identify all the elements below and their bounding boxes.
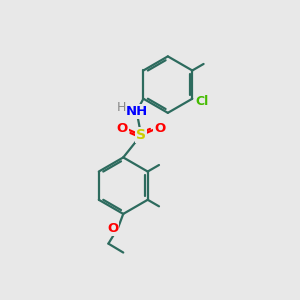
Text: O: O <box>154 122 166 135</box>
Text: NH: NH <box>125 105 148 118</box>
Text: Cl: Cl <box>196 94 209 108</box>
Text: S: S <box>136 128 146 142</box>
Text: O: O <box>116 122 128 135</box>
Text: O: O <box>107 222 118 235</box>
Text: H: H <box>116 101 126 114</box>
